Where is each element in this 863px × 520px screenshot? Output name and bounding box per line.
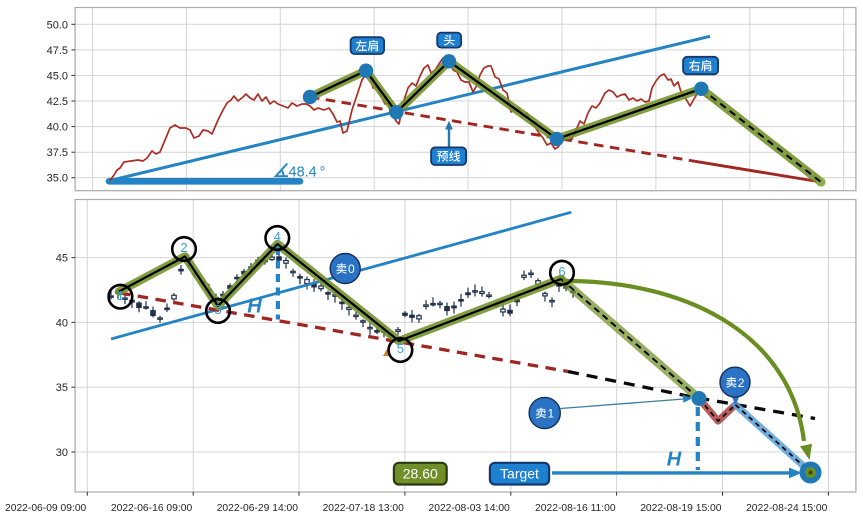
svg-text:2022-08-03 14:00: 2022-08-03 14:00	[428, 503, 510, 514]
svg-text:4: 4	[274, 229, 281, 244]
svg-text:2022-06-29 14:00: 2022-06-29 14:00	[217, 503, 299, 514]
svg-text:2022-08-24 15:00: 2022-08-24 15:00	[746, 503, 828, 514]
svg-text:1: 1	[548, 407, 555, 421]
svg-text:1: 1	[117, 288, 124, 303]
svg-text:2022-06-09 09:00: 2022-06-09 09:00	[5, 503, 87, 514]
svg-text:2022-08-16 11:00: 2022-08-16 11:00	[535, 503, 616, 514]
svg-text:45.0: 45.0	[47, 70, 68, 82]
svg-text:30: 30	[56, 447, 68, 459]
svg-text:45: 45	[56, 253, 68, 265]
svg-text:2022-07-18 13:00: 2022-07-18 13:00	[323, 503, 405, 514]
svg-text:28.60: 28.60	[403, 465, 438, 481]
svg-text:5: 5	[397, 341, 404, 356]
svg-text:6: 6	[558, 264, 565, 279]
svg-text:35.0: 35.0	[47, 173, 68, 185]
svg-text:42.5: 42.5	[47, 96, 68, 108]
svg-text:50.0: 50.0	[47, 19, 68, 31]
svg-text:2022-08-19 15:00: 2022-08-19 15:00	[640, 503, 722, 514]
svg-text:40: 40	[56, 317, 68, 329]
svg-text:H: H	[667, 449, 682, 471]
svg-text:H: H	[247, 296, 262, 318]
svg-text:35: 35	[56, 382, 68, 394]
svg-text:2022-06-16 09:00: 2022-06-16 09:00	[111, 503, 193, 514]
svg-text:40.0: 40.0	[47, 122, 68, 134]
svg-text:48.4 °: 48.4 °	[289, 165, 326, 181]
svg-text:47.5: 47.5	[47, 45, 68, 57]
svg-text:2: 2	[180, 240, 187, 255]
svg-text:2: 2	[738, 376, 745, 390]
svg-text:37.5: 37.5	[47, 147, 68, 159]
svg-text:Target: Target	[500, 465, 539, 481]
svg-text:0: 0	[348, 262, 355, 276]
svg-text:3: 3	[214, 302, 221, 317]
